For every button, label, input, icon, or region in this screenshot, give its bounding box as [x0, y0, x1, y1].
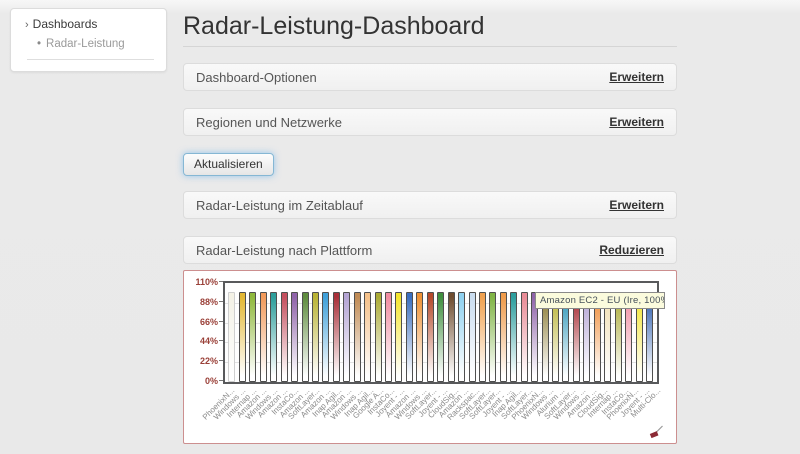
bar[interactable] — [259, 292, 267, 382]
bar[interactable] — [311, 292, 319, 382]
page-title: Radar-Leistung-Dashboard — [183, 12, 485, 40]
panel-regions-networks-expand-link[interactable]: Erweitern — [609, 115, 664, 129]
refresh-row: Aktualisieren — [183, 153, 677, 176]
panel-radar-over-time-title: Radar-Leistung im Zeitablauf — [196, 197, 363, 213]
panel-dashboard-options-expand-link[interactable]: Erweitern — [609, 70, 664, 84]
panel-radar-by-platform-title: Radar-Leistung nach Plattform — [196, 242, 373, 258]
bullet-icon: • — [37, 38, 42, 50]
y-axis-tick-mark — [219, 281, 223, 282]
bar[interactable] — [395, 292, 403, 382]
chart-brush-icon[interactable] — [649, 424, 665, 440]
bar[interactable] — [416, 292, 424, 382]
bar[interactable] — [374, 292, 382, 382]
panel-dashboard-options-title: Dashboard-Optionen — [196, 69, 317, 85]
panel-radar-over-time-expand-link[interactable]: Erweitern — [609, 198, 664, 212]
bar[interactable] — [437, 292, 445, 382]
bar[interactable] — [499, 292, 507, 382]
bar[interactable] — [280, 292, 288, 382]
bar[interactable] — [478, 292, 486, 382]
chevron-right-icon: › — [25, 19, 29, 31]
bar[interactable] — [458, 292, 466, 382]
bar[interactable] — [405, 292, 413, 382]
refresh-button[interactable]: Aktualisieren — [183, 153, 274, 176]
panel-radar-over-time: Radar-Leistung im Zeitablauf Erweitern — [183, 191, 677, 219]
bar[interactable] — [322, 292, 330, 382]
y-axis-tick-label: 44% — [199, 336, 218, 347]
bar[interactable] — [426, 292, 434, 382]
bars-container — [225, 283, 657, 382]
bar[interactable] — [531, 292, 539, 382]
y-axis-tick-mark — [219, 380, 223, 381]
sidebar-item-dashboards[interactable]: › Dashboards — [25, 17, 156, 31]
panel-radar-by-platform: Radar-Leistung nach Plattform Reduzieren — [183, 236, 677, 264]
panel-dashboard-options: Dashboard-Optionen Erweitern — [183, 63, 677, 91]
title-divider — [183, 46, 677, 47]
panel-regions-networks-title: Regionen und Netzwerke — [196, 114, 342, 130]
bar[interactable] — [332, 292, 340, 382]
bar[interactable] — [343, 292, 351, 382]
bar[interactable] — [238, 292, 246, 382]
y-axis-tick-label: 66% — [199, 316, 218, 327]
bar[interactable] — [353, 292, 361, 382]
bar[interactable] — [228, 292, 236, 382]
bar[interactable] — [447, 292, 455, 382]
sidebar-radar-leistung-label: Radar-Leistung — [46, 38, 125, 50]
panel-regions-networks: Regionen und Netzwerke Erweitern — [183, 108, 677, 136]
y-axis-tick-mark — [219, 320, 223, 322]
y-axis-tick-mark — [219, 300, 223, 302]
bar-chart: Amazon EC2 - EU (Ire, 100% 110% 88% 66% 44%… — [183, 270, 677, 444]
bar[interactable] — [510, 292, 518, 382]
sidebar: › Dashboards • Radar-Leistung — [10, 8, 167, 72]
chart-tooltip: Amazon EC2 - EU (Ire, 100% — [535, 292, 665, 309]
bar[interactable] — [364, 292, 372, 382]
bar[interactable] — [385, 292, 392, 382]
y-axis-tick-mark — [219, 360, 223, 362]
y-axis-tick-label: 0% — [204, 376, 218, 386]
main-content: Radar-Leistung-Dashboard Dashboard-Optio… — [183, 0, 677, 444]
bar[interactable] — [489, 292, 497, 382]
sidebar-dashboards-label: Dashboards — [32, 17, 98, 31]
bar[interactable] — [291, 292, 299, 382]
sidebar-divider — [27, 59, 154, 60]
y-axis-tick-mark — [219, 340, 223, 342]
panel-radar-by-platform-collapse-link[interactable]: Reduzieren — [599, 243, 664, 257]
y-axis-tick-label: 88% — [199, 296, 218, 307]
y-axis-tick-label: 22% — [199, 356, 218, 367]
bar[interactable] — [270, 292, 278, 382]
bar[interactable] — [468, 292, 476, 382]
sidebar-item-radar-leistung[interactable]: • Radar-Leistung — [37, 38, 156, 50]
bar[interactable] — [301, 292, 309, 382]
bar[interactable] — [520, 292, 528, 382]
y-axis-tick-label: 110% — [195, 277, 218, 287]
bar[interactable] — [249, 292, 257, 382]
